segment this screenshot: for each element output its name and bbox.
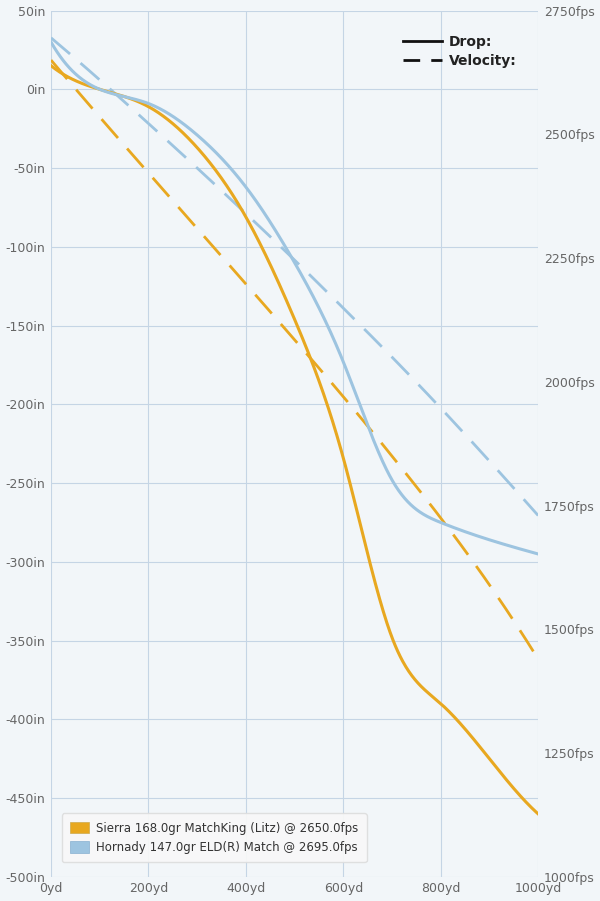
Legend: Sierra 168.0gr MatchKing (Litz) @ 2650.0fps, Hornady 147.0gr ELD(R) Match @ 2695: Sierra 168.0gr MatchKing (Litz) @ 2650.0…: [62, 814, 367, 862]
